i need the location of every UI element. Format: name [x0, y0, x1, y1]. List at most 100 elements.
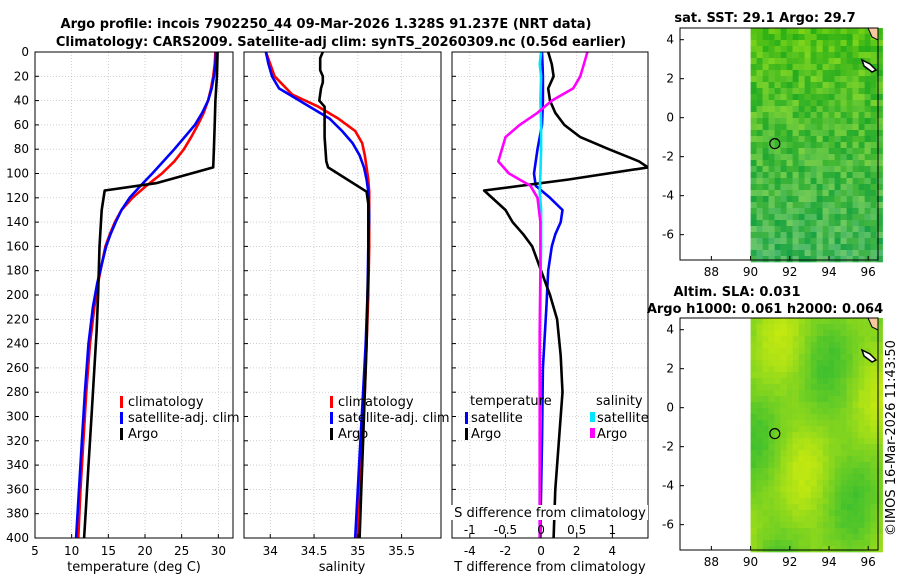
heatmap-cell — [828, 154, 835, 161]
heatmap-cell — [798, 172, 805, 179]
heatmap-cell — [846, 100, 853, 107]
heatmap-cell — [858, 480, 865, 487]
heatmap-cell — [780, 510, 787, 517]
heatmap-cell — [876, 238, 883, 245]
heatmap-cell — [870, 402, 877, 409]
heatmap-cell — [786, 324, 793, 331]
heatmap-cell — [810, 52, 817, 59]
heatmap-cell — [768, 492, 775, 499]
heatmap-cell — [828, 492, 835, 499]
heatmap-cell — [768, 468, 775, 475]
heatmap-cell — [828, 324, 835, 331]
heatmap-cell — [774, 510, 781, 517]
heatmap-cell — [852, 58, 859, 65]
heatmap-cell — [774, 76, 781, 83]
heatmap-cell — [840, 366, 847, 373]
heatmap-cell — [762, 324, 769, 331]
legend-argo: Argo — [338, 427, 368, 442]
heatmap-cell — [834, 214, 841, 221]
heatmap-cell — [864, 468, 871, 475]
heatmap-cell — [846, 450, 853, 457]
heatmap-cell — [804, 360, 811, 367]
heatmap-cell — [834, 64, 841, 71]
heatmap-cell — [786, 244, 793, 251]
heatmap-cell — [816, 486, 823, 493]
heatmap-cell — [834, 414, 841, 421]
heatmap-cell — [756, 444, 763, 451]
heatmap-cell — [834, 324, 841, 331]
heatmap-cell — [864, 366, 871, 373]
map-x-tick-label: 94 — [821, 265, 836, 279]
heatmap-cell — [798, 510, 805, 517]
heatmap-cell — [804, 214, 811, 221]
heatmap-cell — [834, 76, 841, 83]
heatmap-cell — [810, 330, 817, 337]
heatmap-cell — [864, 160, 871, 167]
heatmap-cell — [804, 70, 811, 77]
heatmap-cell — [756, 208, 763, 215]
heatmap-cell — [786, 184, 793, 191]
heatmap-cell — [846, 64, 853, 71]
heatmap-cell — [780, 214, 787, 221]
heatmap-cell — [816, 40, 823, 47]
heatmap-cell — [828, 426, 835, 433]
heatmap-cell — [876, 528, 883, 535]
heatmap-cell — [774, 504, 781, 511]
heatmap-cell — [810, 238, 817, 245]
y-tick-label: 100 — [6, 167, 29, 181]
heatmap-cell — [798, 208, 805, 215]
sst-heatmap-cells — [750, 28, 883, 263]
heatmap-cell — [756, 52, 763, 59]
heatmap-cell — [870, 366, 877, 373]
heatmap-cell — [846, 432, 853, 439]
heatmap-cell — [798, 148, 805, 155]
heatmap-cell — [762, 250, 769, 257]
heatmap-cell — [828, 522, 835, 529]
heatmap-cell — [864, 154, 871, 161]
heatmap-cell — [864, 40, 871, 47]
heatmap-cell — [798, 504, 805, 511]
heatmap-cell — [822, 250, 829, 257]
heatmap-cell — [834, 432, 841, 439]
heatmap-cell — [822, 492, 829, 499]
heatmap-cell — [822, 28, 829, 35]
heatmap-cell — [864, 432, 871, 439]
sst-argo-marker — [769, 138, 781, 150]
heatmap-cell — [804, 510, 811, 517]
heatmap-cell — [756, 136, 763, 143]
heatmap-cell — [804, 354, 811, 361]
heatmap-cell — [798, 196, 805, 203]
heatmap-cell — [780, 112, 787, 119]
heatmap-cell — [786, 372, 793, 379]
heatmap-cell — [828, 256, 835, 263]
s-tick-label: -1 — [464, 523, 476, 537]
heatmap-cell — [774, 348, 781, 355]
heatmap-cell — [774, 232, 781, 239]
heatmap-cell — [870, 426, 877, 433]
heatmap-cell — [864, 82, 871, 89]
heatmap-cell — [768, 226, 775, 233]
heatmap-cell — [810, 178, 817, 185]
s-tick-label: -0.5 — [494, 523, 517, 537]
heatmap-cell — [834, 160, 841, 167]
heatmap-cell — [846, 106, 853, 113]
heatmap-cell — [762, 504, 769, 511]
heatmap-cell — [768, 250, 775, 257]
heatmap-cell — [828, 420, 835, 427]
difference-ticks: -4 -2 0 2 4-1 -0.5 0 0.5 1 — [452, 51, 616, 558]
heatmap-cell — [834, 402, 841, 409]
heatmap-cell — [870, 184, 877, 191]
heatmap-cell — [786, 468, 793, 475]
heatmap-cell — [786, 64, 793, 71]
heatmap-cell — [762, 64, 769, 71]
legend-argo: Argo — [128, 427, 158, 442]
heatmap-cell — [816, 238, 823, 245]
heatmap-cell — [762, 100, 769, 107]
heatmap-cell — [786, 124, 793, 131]
heatmap-cell — [810, 40, 817, 47]
heatmap-cell — [846, 130, 853, 137]
heatmap-cell — [798, 540, 805, 547]
heatmap-cell — [780, 160, 787, 167]
x-tick-label: 25 — [174, 544, 189, 558]
heatmap-cell — [852, 118, 859, 125]
